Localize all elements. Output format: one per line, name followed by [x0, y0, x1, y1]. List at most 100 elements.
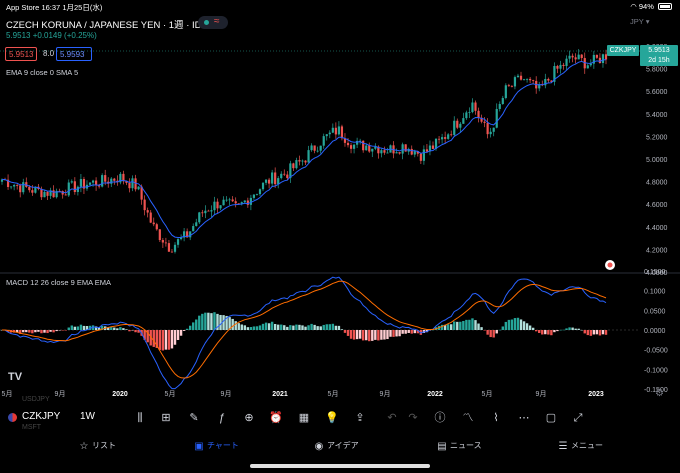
candle-type-icon[interactable]: ⫼ — [137, 412, 143, 424]
candle-body — [52, 190, 55, 198]
macd-bar — [413, 330, 416, 334]
candle-body — [195, 222, 198, 227]
drawing-pen-icon[interactable]: ✎ — [189, 412, 199, 424]
time-tick-label: 2020 — [112, 391, 128, 398]
time-tick-label: 2023 — [588, 391, 604, 398]
macd-bar — [349, 330, 353, 339]
candle-body — [46, 191, 49, 196]
settings-gear-icon[interactable]: ⚙ — [655, 388, 664, 399]
add-indicator-icon[interactable]: ⊞ — [161, 412, 171, 424]
fullscreen-icon[interactable]: ⤢ — [573, 412, 583, 424]
candle-body — [519, 75, 523, 80]
macd-bar — [110, 327, 113, 330]
candle-body — [43, 191, 46, 198]
candle-body — [0, 179, 4, 182]
candle-body — [6, 179, 10, 188]
macd-bar — [137, 330, 140, 333]
currency-label[interactable]: JPY ▾ — [630, 17, 650, 26]
macd-bar — [225, 315, 228, 330]
macd-bar — [182, 330, 186, 331]
spread-value: 8.0 — [43, 49, 55, 58]
candle-body — [368, 145, 371, 152]
candle-body — [513, 77, 517, 87]
redo-icon[interactable]: ↷ — [408, 412, 418, 424]
add-plus-icon[interactable]: ⊕ — [244, 412, 254, 424]
chart-title[interactable]: CZECH KORUNA / JAPANESE YEN · 1週 · IDC — [6, 20, 209, 31]
candle-body — [346, 142, 350, 146]
chart-style-icon[interactable]: ⌇ — [493, 412, 499, 424]
candle-body — [301, 160, 304, 162]
alarm-icon[interactable]: ⏰ — [269, 412, 283, 424]
candle-body — [173, 244, 177, 252]
candle-body — [352, 144, 356, 149]
macd-bar — [79, 324, 83, 330]
macd-bar — [389, 330, 392, 337]
macd-bar — [398, 330, 401, 337]
more-icon[interactable]: ⋯ — [518, 412, 530, 424]
layout-grid-icon[interactable]: ▦ — [298, 412, 310, 424]
idea-bulb-icon[interactable]: 💡 — [325, 412, 339, 424]
buy-price-button[interactable]: 5.9593 — [56, 47, 92, 61]
macd-bar — [352, 330, 356, 340]
symbol-selector[interactable]: CZKJPY — [22, 411, 61, 422]
function-icon[interactable]: ƒ — [218, 412, 226, 424]
candle-body — [128, 182, 131, 189]
battery-icon — [658, 3, 672, 10]
macd-bar — [516, 317, 520, 330]
macd-bar — [559, 329, 562, 331]
macd-bar — [28, 330, 31, 333]
window-icon[interactable]: ▢ — [545, 412, 557, 424]
undo-icon[interactable]: ↶ — [387, 412, 397, 424]
macd-axis: 0.1500 0.1000 0.0500 0.0000 -0.0500 -0.1000 -0… — [644, 269, 668, 394]
candle-body — [246, 200, 249, 205]
candle-body — [316, 150, 319, 152]
info-icon[interactable]: ⓘ — [434, 412, 446, 424]
tab-menu[interactable]: ☰ メニュー — [558, 441, 603, 452]
timeframe-selector[interactable]: 1W — [80, 411, 95, 422]
status-left: App Store 16:37 1月25日(水) — [6, 2, 102, 13]
candle-body — [143, 199, 146, 211]
home-indicator[interactable] — [250, 464, 430, 468]
tab-ideas[interactable]: ◉ アイデア — [314, 441, 359, 452]
candle-body — [10, 186, 13, 188]
macd-bar — [580, 329, 583, 331]
status-bar: App Store 16:37 1月25日(水) ◠ 94% — [0, 0, 680, 12]
candle-body — [22, 182, 25, 193]
macd-bar — [577, 328, 580, 330]
chart-canvas[interactable]: 6.00005.80005.60005.40005.20005.00004.80… — [0, 0, 680, 405]
tab-chart[interactable]: ▣ チャート — [194, 441, 239, 452]
candle-body — [377, 146, 380, 154]
macd-bar — [604, 330, 608, 335]
candle-body — [592, 54, 595, 64]
watchlist-peek-1: USDJPY — [22, 396, 50, 403]
sell-price-button[interactable]: 5.9513 — [5, 47, 37, 61]
ema-indicator-label[interactable]: EMA 9 close 0 SMA 5 — [6, 68, 79, 77]
candle-body — [580, 54, 583, 59]
price-tick-label: 5.8000 — [646, 67, 668, 74]
macd-bar — [22, 330, 25, 333]
candle-body — [437, 138, 441, 140]
candle-body — [225, 199, 228, 201]
macd-bar — [589, 330, 593, 336]
time-tick-label: 5月 — [2, 390, 13, 398]
macd-indicator-label[interactable]: MACD 12 26 close 9 EMA EMA — [6, 278, 112, 287]
candle-body — [334, 127, 337, 135]
candle-body — [280, 173, 283, 179]
compare-icon[interactable]: 〽 — [462, 412, 474, 424]
macd-bar — [46, 330, 49, 334]
macd-bar — [522, 321, 526, 330]
share-icon[interactable]: ⇪ — [355, 412, 365, 424]
tab-list[interactable]: ☆ リスト — [79, 441, 116, 452]
candle-body — [359, 140, 362, 142]
macd-bar — [534, 330, 538, 332]
candle-body — [82, 179, 86, 189]
market-status-pill[interactable]: ≈ — [198, 16, 228, 29]
macd-bar — [261, 323, 265, 330]
time-tick-label: 9月 — [380, 390, 391, 398]
macd-bar — [456, 321, 459, 330]
macd-bar — [164, 330, 168, 350]
tab-news[interactable]: ▤ ニュース — [437, 441, 482, 452]
status-carrier: App Store — [6, 3, 40, 12]
time-tick-label: 9月 — [221, 390, 232, 398]
macd-bar — [246, 327, 250, 330]
